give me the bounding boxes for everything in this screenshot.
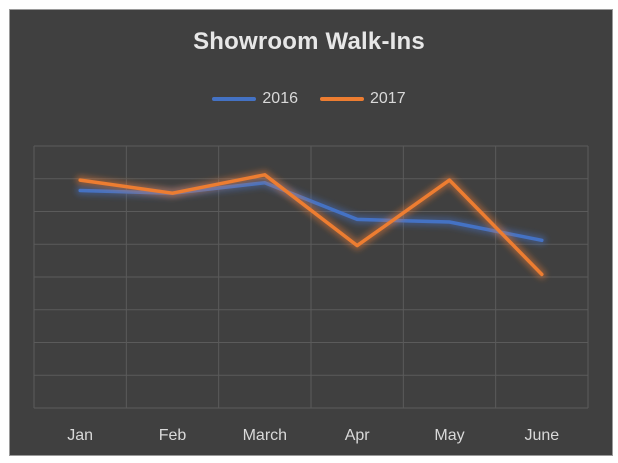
legend: 2016 2017 [0,90,618,108]
legend-entry-2016[interactable]: 2016 [212,90,298,108]
legend-label-2017: 2017 [370,90,406,107]
legend-label-2016: 2016 [262,90,298,107]
x-tick-label: May [434,427,464,444]
series-line-2017[interactable] [78,173,544,277]
legend-entry-2017[interactable]: 2017 [320,90,406,108]
legend-swatch-2017 [320,97,364,101]
chart-title: Showroom Walk-Ins [193,28,425,55]
x-tick-label: Apr [345,427,371,444]
series-layer [75,170,547,279]
x-axis-ticks: Jan Feb March Apr May June [67,427,559,444]
x-tick-label: March [243,427,287,444]
x-tick-label: Feb [159,427,187,444]
legend-swatch-2016 [212,97,257,101]
x-tick-label: June [524,427,559,444]
x-tick-label: Jan [67,427,93,444]
